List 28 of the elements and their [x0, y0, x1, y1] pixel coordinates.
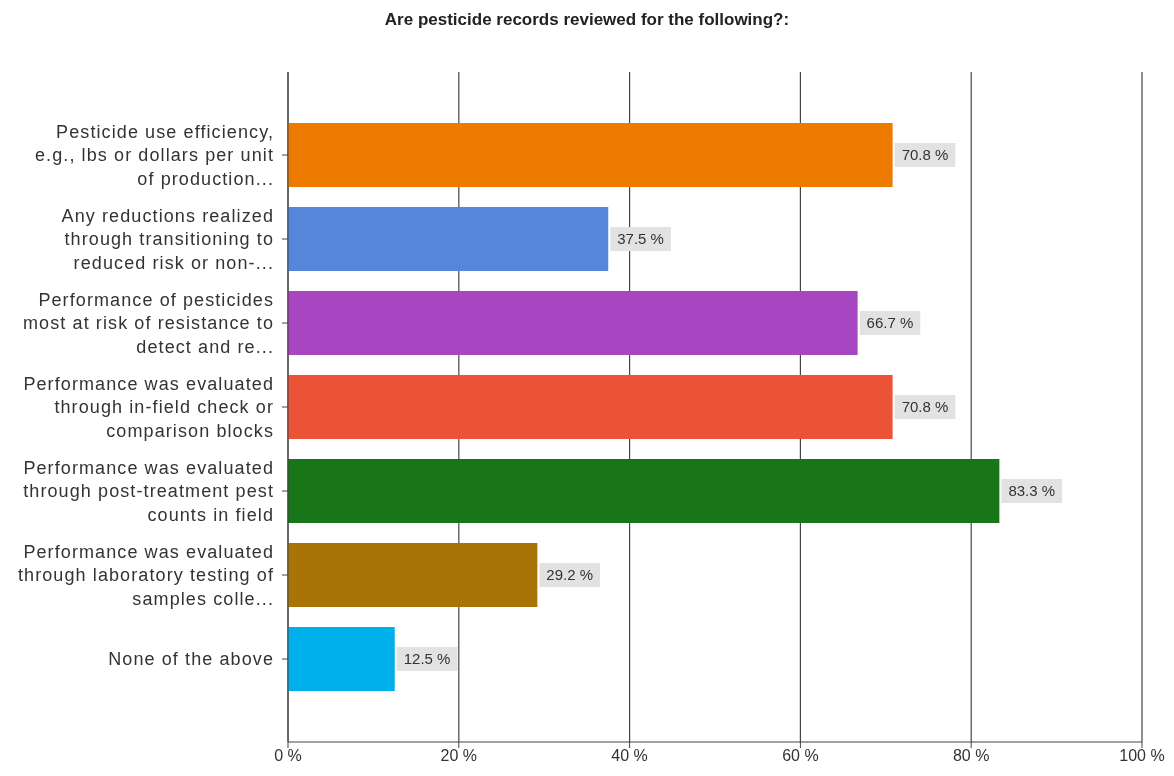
x-tick-label: 100 %	[1119, 747, 1165, 765]
x-tick-label: 80 %	[952, 747, 990, 765]
x-tick-label: 20 %	[440, 747, 478, 765]
bar	[288, 291, 858, 355]
x-tick-label: 40 %	[611, 747, 648, 765]
x-tick-label: 60 %	[782, 747, 819, 765]
x-tick-label: 0 %	[274, 747, 302, 765]
y-tick-label: Any reductions realized through transitioning to reduced risk or non-...	[61, 205, 274, 273]
data-label: 83.3 %	[1008, 482, 1056, 500]
y-tick-label: Performance of pesticides most at risk of resistance to detect and re...	[23, 289, 274, 357]
bar	[288, 375, 893, 439]
y-tick-label: Performance was evaluated through laboratory testing of samples colle...	[17, 541, 274, 609]
bar	[288, 459, 1000, 523]
bar	[288, 627, 395, 691]
data-label: 12.5 %	[403, 650, 451, 668]
data-label: 37.5 %	[617, 230, 664, 248]
y-tick-label: Performance was evaluated through post-treatment pest counts in field	[23, 457, 274, 525]
data-label: 29.2 %	[546, 566, 594, 584]
chart-title: Are pesticide records reviewed for the following?:	[383, 9, 791, 31]
y-tick-label: None of the above	[108, 649, 274, 670]
data-label: 70.8 %	[901, 146, 949, 164]
y-tick-label: Performance was evaluated through in-field check or comparison blocks	[23, 373, 274, 441]
y-tick-label: Pesticide use efficiency, e.g., lbs or dollars per unit of production...	[34, 121, 274, 189]
bar	[288, 543, 538, 607]
data-label: 66.7 %	[866, 314, 914, 332]
bar	[288, 207, 609, 271]
data-label: 70.8 %	[901, 398, 949, 416]
bar	[288, 123, 893, 187]
